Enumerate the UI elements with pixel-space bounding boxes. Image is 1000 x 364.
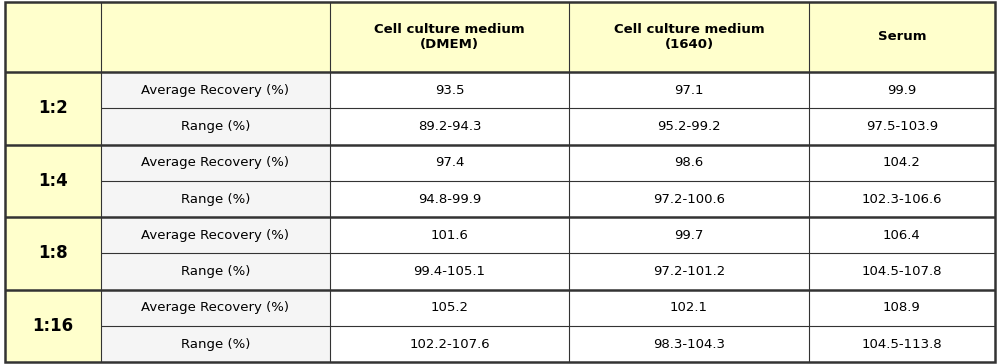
Bar	[330, 145, 569, 181]
Text: Average Recovery (%): Average Recovery (%)	[141, 156, 289, 169]
Bar	[5, 290, 101, 326]
Bar	[330, 326, 569, 362]
Text: Serum: Serum	[878, 31, 926, 43]
Text: 89.2-94.3: 89.2-94.3	[418, 120, 481, 133]
Bar	[101, 217, 330, 253]
Text: Range (%): Range (%)	[181, 265, 250, 278]
Text: 97.1: 97.1	[674, 84, 704, 97]
Bar	[101, 253, 330, 290]
Bar	[569, 217, 809, 253]
Bar	[569, 326, 809, 362]
Bar	[569, 108, 809, 145]
Text: 98.6: 98.6	[674, 156, 704, 169]
Bar	[101, 290, 330, 326]
Bar	[809, 145, 995, 181]
Bar	[5, 2, 995, 72]
Text: Range (%): Range (%)	[181, 193, 250, 206]
Text: 1:4: 1:4	[38, 172, 68, 190]
Text: 99.7: 99.7	[674, 229, 704, 242]
Text: 1:2: 1:2	[38, 99, 68, 117]
Text: Average Recovery (%): Average Recovery (%)	[141, 301, 289, 314]
Bar	[101, 72, 330, 108]
Text: 105.2: 105.2	[430, 301, 468, 314]
Bar	[5, 326, 101, 362]
Text: 95.2-99.2: 95.2-99.2	[657, 120, 721, 133]
Bar	[5, 181, 101, 217]
Bar	[809, 326, 995, 362]
Bar	[101, 326, 330, 362]
Text: 106.4: 106.4	[883, 229, 921, 242]
Text: 97.4: 97.4	[435, 156, 464, 169]
Text: 101.6: 101.6	[430, 229, 468, 242]
Text: 108.9: 108.9	[883, 301, 921, 314]
Bar	[101, 181, 330, 217]
Text: 102.2-107.6: 102.2-107.6	[409, 337, 490, 351]
Text: 99.4-105.1: 99.4-105.1	[413, 265, 485, 278]
Bar	[330, 72, 569, 108]
Bar	[330, 217, 569, 253]
Text: Range (%): Range (%)	[181, 337, 250, 351]
Bar	[809, 108, 995, 145]
Text: 104.2: 104.2	[883, 156, 921, 169]
Bar	[569, 72, 809, 108]
Text: Average Recovery (%): Average Recovery (%)	[141, 229, 289, 242]
Text: 97.5-103.9: 97.5-103.9	[866, 120, 938, 133]
Bar	[101, 145, 330, 181]
Text: 97.2-101.2: 97.2-101.2	[653, 265, 725, 278]
Bar	[809, 181, 995, 217]
Text: 99.9: 99.9	[887, 84, 916, 97]
Bar	[569, 253, 809, 290]
Bar	[809, 217, 995, 253]
Text: 104.5-107.8: 104.5-107.8	[862, 265, 942, 278]
Text: Range (%): Range (%)	[181, 120, 250, 133]
Bar	[101, 108, 330, 145]
Text: 93.5: 93.5	[435, 84, 464, 97]
Text: Cell culture medium
(1640): Cell culture medium (1640)	[614, 23, 764, 51]
Text: 102.1: 102.1	[670, 301, 708, 314]
Bar	[330, 253, 569, 290]
Bar	[5, 72, 101, 108]
Bar	[809, 290, 995, 326]
Bar	[330, 181, 569, 217]
Text: 98.3-104.3: 98.3-104.3	[653, 337, 725, 351]
Bar	[330, 290, 569, 326]
Text: Cell culture medium
(DMEM): Cell culture medium (DMEM)	[374, 23, 525, 51]
Bar	[569, 181, 809, 217]
Text: 1:8: 1:8	[38, 244, 68, 262]
Bar	[5, 217, 101, 253]
Text: 104.5-113.8: 104.5-113.8	[862, 337, 942, 351]
Text: Average Recovery (%): Average Recovery (%)	[141, 84, 289, 97]
Text: 94.8-99.9: 94.8-99.9	[418, 193, 481, 206]
Bar	[809, 253, 995, 290]
Bar	[569, 145, 809, 181]
Bar	[5, 108, 101, 145]
Text: 97.2-100.6: 97.2-100.6	[653, 193, 725, 206]
Bar	[809, 72, 995, 108]
Text: 102.3-106.6: 102.3-106.6	[862, 193, 942, 206]
Bar	[330, 108, 569, 145]
Bar	[569, 290, 809, 326]
Text: 1:16: 1:16	[32, 317, 73, 335]
Bar	[5, 145, 101, 181]
Bar	[5, 253, 101, 290]
